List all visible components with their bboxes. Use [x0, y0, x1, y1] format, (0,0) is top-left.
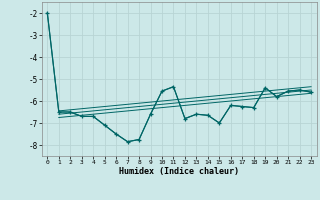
X-axis label: Humidex (Indice chaleur): Humidex (Indice chaleur) [119, 167, 239, 176]
